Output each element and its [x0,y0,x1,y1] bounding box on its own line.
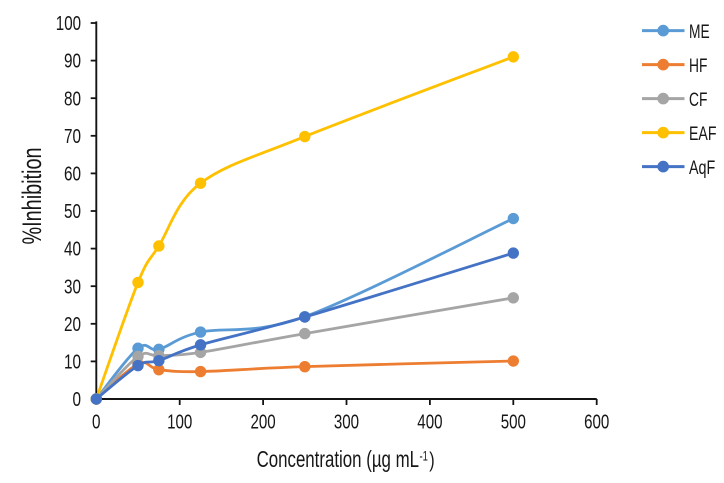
svg-text:100: 100 [56,12,81,35]
svg-text:50: 50 [64,200,81,223]
svg-text:30: 30 [64,275,81,298]
svg-text:-1: -1 [420,448,429,463]
svg-text:HF: HF [689,56,707,77]
svg-text:10: 10 [64,351,81,374]
svg-text:90: 90 [64,50,81,73]
svg-text:80: 80 [64,87,81,110]
svg-text:CF: CF [689,90,707,111]
svg-text:20: 20 [64,313,81,336]
svg-text:0: 0 [73,388,82,411]
svg-text:0: 0 [92,411,101,434]
svg-text:200: 200 [251,411,276,434]
svg-text:): ) [429,448,434,472]
svg-text:70: 70 [64,125,81,148]
svg-text:%Inhibition: %Inhibition [17,148,47,245]
svg-text:300: 300 [334,411,359,434]
svg-text:500: 500 [501,411,526,434]
svg-text:EAF: EAF [689,124,717,145]
svg-text:400: 400 [417,411,442,434]
svg-text:ME: ME [689,22,710,43]
svg-text:AqF: AqF [689,158,715,179]
svg-text:100: 100 [167,411,192,434]
svg-text:600: 600 [584,411,609,434]
svg-text:40: 40 [64,238,81,261]
svg-text:60: 60 [64,163,81,186]
svg-text:Concentration (µg mL: Concentration (µg mL [257,446,419,472]
